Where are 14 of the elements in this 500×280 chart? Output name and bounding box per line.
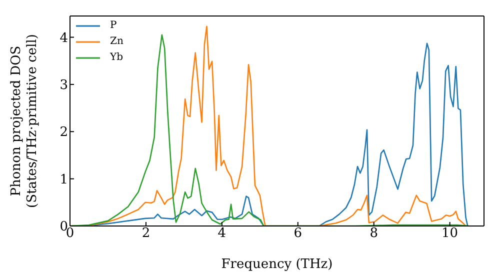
y-tick-label: 4: [60, 30, 68, 46]
x-tick-label: 2: [142, 226, 150, 242]
legend-label: Yb: [110, 51, 124, 65]
legend-label: Zn: [110, 35, 124, 49]
x-axis-title: Frequency (THz): [221, 257, 333, 272]
y-axis-title: Phonon projected DOS (States/THz·primitive cell): [9, 34, 40, 208]
legend-label: P: [110, 19, 117, 33]
x-tick-label: 8: [370, 226, 378, 242]
x-tick-label: 6: [294, 226, 302, 242]
y-tick-label: 1: [60, 172, 68, 188]
y-tick-label: 3: [60, 78, 68, 94]
x-tick-label: 4: [218, 226, 226, 242]
x-tick-label: 10: [442, 226, 458, 242]
y-tick-label: 2: [60, 125, 68, 140]
